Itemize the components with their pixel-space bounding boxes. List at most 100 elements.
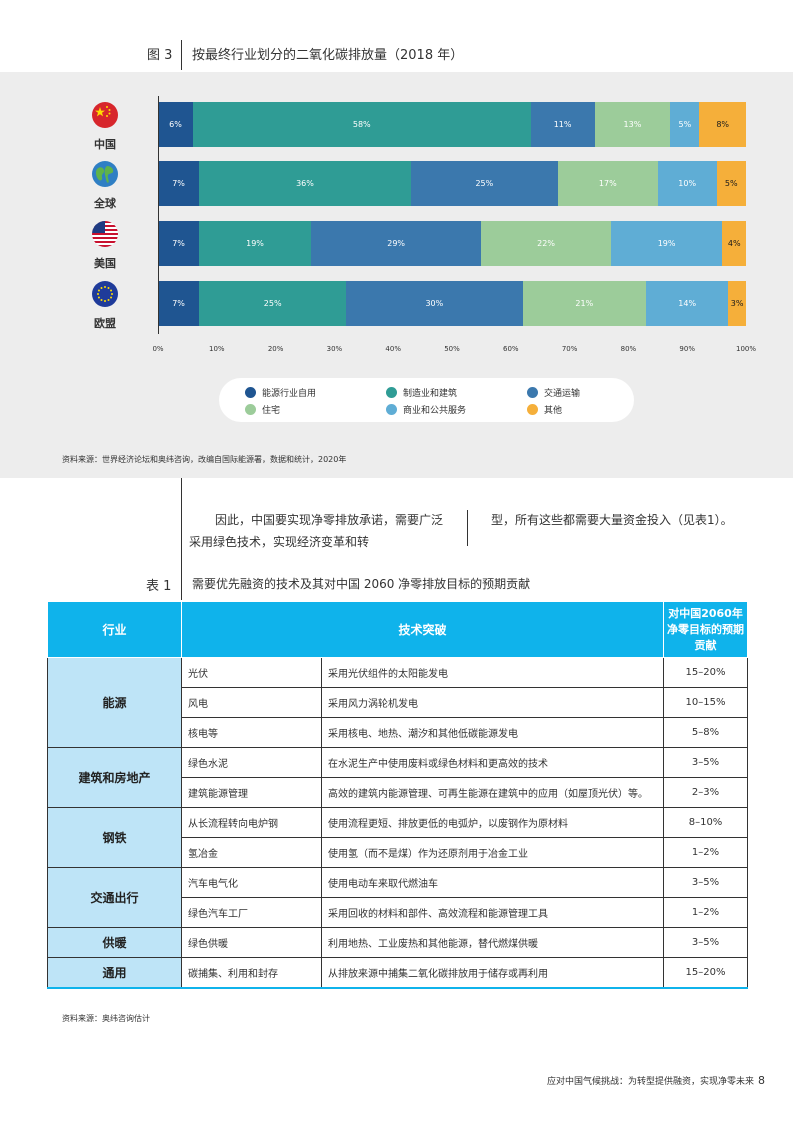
figure-title: 按最终行业划分的二氧化碳排放量（2018 年） <box>192 48 464 63</box>
legend-swatch <box>386 387 397 398</box>
bar-segment: 4% <box>722 221 746 266</box>
legend-swatch <box>527 387 538 398</box>
legend-item: 能源行业自用 <box>245 386 316 399</box>
sector-cell: 通用 <box>47 957 182 989</box>
sector-cell: 能源 <box>47 657 182 748</box>
sector-cell: 钢铁 <box>47 807 182 868</box>
tech-cell: 从长流程转向电炉钢 <box>181 807 322 838</box>
description-cell: 采用风力涡轮机发电 <box>320 687 665 718</box>
bar-segment: 3% <box>728 281 746 326</box>
bar-segment: 29% <box>310 221 482 266</box>
legend-label: 商业和公共服务 <box>403 406 467 416</box>
stacked-bar-row: 7% 19% 29% 22% 19% 4% <box>158 221 746 266</box>
bar-segment: 19% <box>199 221 311 266</box>
legend-swatch <box>386 404 397 415</box>
tech-cell: 绿色汽车工厂 <box>181 897 322 928</box>
table-source: 资料来源：奥纬咨询估计 <box>62 1014 150 1023</box>
bar-segment: 11% <box>530 102 595 147</box>
legend-swatch <box>245 387 256 398</box>
contribution-cell: 3–5% <box>663 927 749 958</box>
x-tick-label: 30% <box>326 345 343 353</box>
body-paragraph-left: 因此，中国要实现净零排放承诺，需要广泛采用绿色技术，实现经济变革和转 <box>189 513 444 549</box>
tech-cell: 风电 <box>181 687 322 718</box>
legend-label: 交通运输 <box>544 389 581 399</box>
stacked-bar-row: 7% 25% 30% 21% 14% 3% <box>158 281 746 326</box>
legend-item: 交通运输 <box>527 386 580 399</box>
technology-table: 行业 技术突破 对中国2060年净零目标的预期贡献 能源 光伏 采用光伏组件的太阳能… <box>47 601 749 989</box>
tech-cell: 氢冶金 <box>181 837 322 868</box>
chart-panel: 中国 6% 58% 11% 13% 5% 8% 全球 7% 36% 25% 17% 10% 5% 美国 7% 1… <box>0 72 793 478</box>
bar-segment: 6% <box>158 102 193 147</box>
x-tick-label: 50% <box>444 345 460 353</box>
table-row: 建筑和房地产 绿色水泥 在水泥生产中使用废料或绿色材料和更高效的技术 3–5% <box>47 747 749 808</box>
legend-label: 能源行业自用 <box>262 389 317 399</box>
page-footer: 应对中国气候挑战：为转型提供融资，实现净零未来 8 <box>547 1074 765 1087</box>
x-tick-label: 90% <box>679 345 695 353</box>
x-tick-label: 10% <box>209 345 225 353</box>
description-cell: 高效的建筑内能源管理、可再生能源在建筑中的应用（如屋顶光伏）等。 <box>320 777 665 808</box>
contribution-cell: 1–2% <box>663 837 749 868</box>
bar-segment: 21% <box>522 281 647 326</box>
description-cell: 采用回收的材料和部件、高效流程和能源管理工具 <box>320 897 665 928</box>
bar-segment: 22% <box>481 221 611 266</box>
sector-cell: 建筑和房地产 <box>47 747 182 808</box>
legend-label: 其他 <box>544 406 563 416</box>
page-number: 8 <box>758 1074 765 1087</box>
bar-segment: 7% <box>158 161 200 206</box>
y-axis-line <box>158 96 159 334</box>
country-label: 美国 <box>94 257 116 270</box>
tech-cell: 绿色水泥 <box>181 747 322 778</box>
x-tick-label: 0% <box>152 345 164 353</box>
contribution-cell: 2–3% <box>663 777 749 808</box>
description-cell: 使用氢（而不是煤）作为还原剂用于冶金工业 <box>320 837 665 868</box>
contribution-cell: 5–8% <box>663 717 749 748</box>
sector-cell: 交通出行 <box>47 867 182 928</box>
legend-swatch <box>245 404 256 415</box>
contribution-cell: 3–5% <box>663 867 749 898</box>
figure-header: 图 3 按最终行业划分的二氧化碳排放量（2018 年） <box>0 38 793 72</box>
table-number: 表 1 <box>146 579 172 594</box>
column-divider <box>181 478 182 600</box>
bar-segment: 36% <box>199 161 411 206</box>
table-row: 通用 碳捕集、利用和封存 从排放来源中捕集二氧化碳排放用于储存或再利用 15–20% <box>47 957 749 989</box>
table-header-row: 行业 技术突破 对中国2060年净零目标的预期贡献 <box>47 601 749 658</box>
bar-segment: 17% <box>557 161 658 206</box>
contribution-cell: 10–15% <box>663 687 749 718</box>
contribution-cell: 3–5% <box>663 747 749 778</box>
table-row: 风电 采用风力涡轮机发电 10–15% <box>48 687 749 718</box>
bar-segment: 25% <box>199 281 347 326</box>
tech-cell: 汽车电气化 <box>181 867 322 898</box>
header-contribution: 对中国2060年净零目标的预期贡献 <box>663 601 749 658</box>
bar-segment: 30% <box>346 281 523 326</box>
bar-segment: 10% <box>657 161 717 206</box>
legend-swatch <box>527 404 538 415</box>
tech-cell: 绿色供暖 <box>181 927 322 958</box>
contribution-cell: 15–20% <box>663 957 749 989</box>
table-title: 需要优先融资的技术及其对中国 2060 净零排放目标的预期贡献 <box>192 577 531 591</box>
legend-label: 制造业和建筑 <box>403 389 458 399</box>
contribution-cell: 1–2% <box>663 897 749 928</box>
x-tick-label: 70% <box>561 345 578 353</box>
table-row: 钢铁 从长流程转向电炉钢 使用流程更短、排放更低的电弧炉，以废钢作为原材料 8–10% <box>47 807 749 868</box>
x-tick-label: 40% <box>385 345 401 353</box>
table-row: 能源 光伏 采用光伏组件的太阳能发电 15–20% <box>47 657 749 748</box>
legend-item: 商业和公共服务 <box>386 403 466 416</box>
table-row: 氢冶金 使用氢（而不是煤）作为还原剂用于冶金工业 1–2% <box>48 837 749 868</box>
table-row: 供暖 绿色供暖 利用地热、工业废热和其他能源，替代燃煤供暖 3–5% <box>47 927 749 958</box>
bar-segment: 8% <box>699 102 746 147</box>
figure-source: 资料来源：世界经济论坛和奥纬咨询，改编自国际能源署，数据和统计，2020年 <box>62 455 347 464</box>
description-cell: 从排放来源中捕集二氧化碳排放用于储存或再利用 <box>320 957 665 989</box>
bar-segment: 14% <box>646 281 729 326</box>
bar-segment: 5% <box>716 161 746 206</box>
contribution-cell: 15–20% <box>663 657 749 688</box>
contribution-cell: 8–10% <box>663 807 749 838</box>
bar-segment: 25% <box>410 161 558 206</box>
legend-item: 住宅 <box>245 403 280 416</box>
description-cell: 在水泥生产中使用废料或绿色材料和更高效的技术 <box>320 747 665 778</box>
legend-item: 其他 <box>527 403 562 416</box>
body-paragraph-right: 型，所有这些都需要大量资金投入（见表1）。 <box>491 513 733 527</box>
figure-header-divider <box>181 40 182 70</box>
table-row: 交通出行 汽车电气化 使用电动车来取代燃油车 3–5% <box>47 867 749 928</box>
legend-item: 制造业和建筑 <box>386 386 457 399</box>
x-tick-label: 20% <box>267 345 284 353</box>
